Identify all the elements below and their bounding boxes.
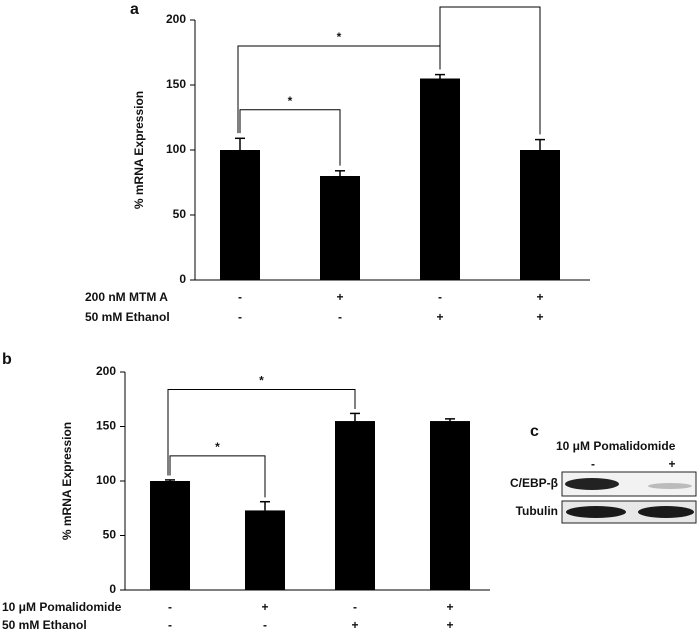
condition-label: 50 mM Ethanol — [85, 310, 170, 324]
y-tick-label: 0 — [179, 272, 186, 286]
condition-label: 10 μM Pomalidomide — [2, 600, 122, 614]
significance-bracket — [239, 109, 341, 166]
bar — [220, 150, 260, 280]
y-tick-label: 100 — [166, 142, 186, 156]
condition-sign: + — [446, 600, 453, 614]
significance-label: * — [488, 0, 493, 5]
condition-sign: + — [536, 310, 543, 324]
condition-sign: + — [351, 618, 358, 632]
condition-label: 50 mM Ethanol — [2, 618, 87, 632]
significance-label: * — [259, 374, 264, 388]
condition-sign: + — [261, 600, 268, 614]
y-tick-label: 100 — [96, 473, 116, 487]
panel-label: c — [530, 423, 539, 440]
condition-sign: - — [168, 618, 172, 632]
significance-bracket — [167, 388, 356, 476]
condition-sign: - — [263, 618, 267, 632]
condition-sign: - — [168, 600, 172, 614]
bar — [245, 510, 285, 590]
condition-sign: - — [338, 310, 342, 324]
condition-sign: - — [353, 600, 357, 614]
bar — [420, 78, 460, 280]
significance-label: * — [215, 440, 220, 454]
blot-band — [565, 478, 619, 490]
bar — [335, 421, 375, 590]
bar — [430, 421, 470, 590]
significance-label: * — [288, 94, 293, 108]
blot-band — [638, 506, 694, 518]
bar — [150, 481, 190, 590]
y-tick-label: 50 — [103, 528, 117, 542]
condition-sign: + — [436, 310, 443, 324]
condition-sign: + — [536, 290, 543, 304]
condition-label: 200 nM MTM A — [85, 290, 168, 304]
y-tick-label: 200 — [96, 364, 116, 378]
condition-sign: + — [336, 290, 343, 304]
condition-sign: - — [438, 290, 442, 304]
y-tick-label: 50 — [173, 207, 187, 221]
condition-sign: - — [238, 310, 242, 324]
y-tick-label: 200 — [166, 12, 186, 26]
y-tick-label: 0 — [109, 582, 116, 596]
blot-panel: c 10 μM Pomalidomide - + C/EBP-β Tubulin — [510, 423, 697, 524]
blot-sign: + — [668, 457, 675, 471]
blot-sign: - — [591, 457, 595, 471]
y-tick-label: 150 — [166, 77, 186, 91]
bar — [320, 176, 360, 280]
condition-sign: + — [446, 618, 453, 632]
significance-bracket — [237, 45, 441, 134]
blot-treatment: 10 μM Pomalidomide — [556, 439, 676, 453]
blot-row-label: C/EBP-β — [510, 476, 558, 490]
panel-label: a — [130, 1, 139, 18]
blot-band — [648, 483, 692, 489]
y-axis-label: % mRNA Expression — [132, 91, 146, 209]
y-tick-label: 150 — [96, 419, 116, 433]
significance-bracket — [439, 6, 541, 135]
panel-label: b — [2, 351, 12, 368]
blot-band — [566, 506, 626, 518]
y-axis-label: % mRNA Expression — [60, 422, 74, 540]
significance-label: * — [337, 30, 342, 44]
significance-bracket — [169, 455, 266, 498]
bar — [520, 150, 560, 280]
condition-sign: - — [238, 290, 242, 304]
blot-row-label: Tubulin — [516, 504, 558, 518]
